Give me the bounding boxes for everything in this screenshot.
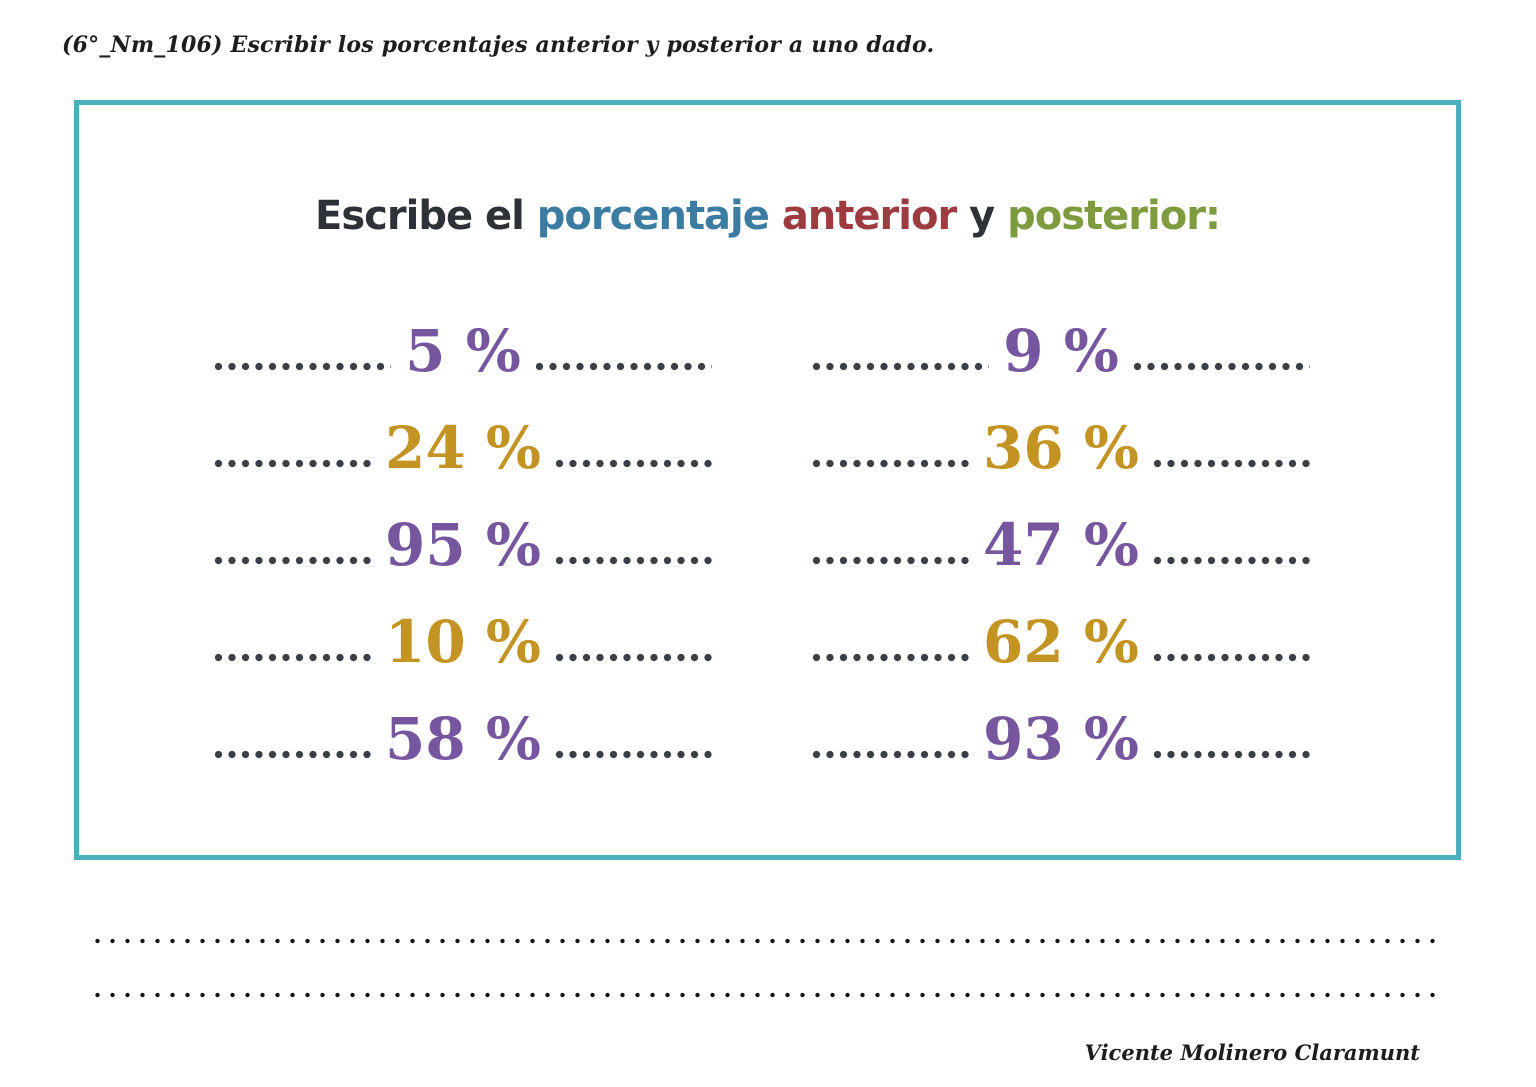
percent-value: 62 % xyxy=(982,608,1140,677)
author-signature: Vicente Molinero Claramunt xyxy=(1084,1040,1420,1065)
exercise-box: Escribe el porcentaje anterior y posteri… xyxy=(74,100,1461,860)
dotted-blank-after xyxy=(534,361,713,371)
answer-line xyxy=(95,938,1435,944)
dotted-blank-before xyxy=(812,555,969,565)
percent-item: 47 % xyxy=(812,511,1310,580)
percent-value: 58 % xyxy=(384,705,542,774)
percent-item: 36 % xyxy=(812,414,1310,483)
dotted-blank-before xyxy=(812,749,969,759)
percent-row: 95 % 47 % xyxy=(214,497,1310,594)
percent-row: 10 % 62 % xyxy=(214,594,1310,691)
dotted-blank-before xyxy=(812,652,969,662)
percent-value: 95 % xyxy=(384,511,542,580)
percent-item: 93 % xyxy=(812,705,1310,774)
percent-value: 47 % xyxy=(982,511,1140,580)
dotted-blank-before xyxy=(214,555,371,565)
percent-item: 5 % xyxy=(214,317,713,386)
title-part-y: y xyxy=(956,193,1008,239)
percent-item: 95 % xyxy=(214,511,712,580)
dotted-blank-before xyxy=(812,458,969,468)
dotted-blank-before xyxy=(214,361,392,371)
worksheet-header: (6°_Nm_106) Escribir los porcentajes ant… xyxy=(62,32,935,58)
dotted-blank-after xyxy=(1153,749,1310,759)
percent-value: 10 % xyxy=(384,608,542,677)
dotted-blank-after xyxy=(1153,458,1310,468)
title-part-posterior: posterior: xyxy=(1007,193,1221,239)
dotted-blank-after xyxy=(555,749,712,759)
title-part-anterior: anterior xyxy=(768,193,957,239)
dotted-blank-after xyxy=(555,458,712,468)
dotted-blank-after xyxy=(555,652,712,662)
percent-rows: 5 % 9 % 24 % 36 % xyxy=(79,303,1456,788)
percent-row: 58 % 93 % xyxy=(214,691,1310,788)
dotted-blank-after xyxy=(1132,361,1311,371)
percent-row: 24 % 36 % xyxy=(214,400,1310,497)
percent-value: 24 % xyxy=(384,414,542,483)
percent-value: 5 % xyxy=(405,317,521,386)
dotted-blank-after xyxy=(555,555,712,565)
dotted-blank-after xyxy=(1153,652,1310,662)
dotted-blank-before xyxy=(214,458,371,468)
title-part-porcentaje: porcentaje xyxy=(536,193,770,239)
percent-item: 9 % xyxy=(812,317,1311,386)
dotted-blank-after xyxy=(1153,555,1310,565)
percent-value: 36 % xyxy=(982,414,1140,483)
answer-line xyxy=(95,992,1435,998)
percent-item: 24 % xyxy=(214,414,712,483)
percent-row: 5 % 9 % xyxy=(214,303,1311,400)
percent-item: 62 % xyxy=(812,608,1310,677)
percent-item: 58 % xyxy=(214,705,712,774)
title-part-escribe-el: Escribe el xyxy=(315,193,537,239)
percent-value: 93 % xyxy=(982,705,1140,774)
dotted-blank-before xyxy=(214,749,371,759)
percent-item: 10 % xyxy=(214,608,712,677)
exercise-title: Escribe el porcentaje anterior y posteri… xyxy=(79,191,1456,241)
dotted-blank-before xyxy=(214,652,371,662)
percent-value: 9 % xyxy=(1003,317,1119,386)
dotted-blank-before xyxy=(812,361,990,371)
